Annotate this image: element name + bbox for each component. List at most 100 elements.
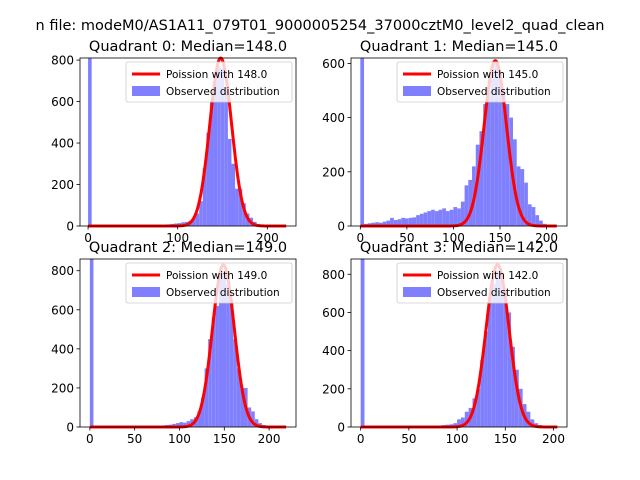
histogram-bar — [206, 132, 210, 226]
y-tick-label: 600 — [51, 303, 74, 317]
chart-panel-quadrant-2: Quadrant 2: Median=149.0 0 50 100 150 200 0 200… — [51, 240, 297, 446]
histogram-bar — [175, 423, 180, 427]
histogram-bar — [251, 411, 255, 427]
histogram-bar — [215, 305, 219, 427]
histogram-bar — [501, 90, 506, 226]
y-tick-label: 0 — [337, 421, 345, 435]
histogram-bar — [222, 270, 227, 427]
histogram-bar — [375, 222, 379, 226]
legend-label-observed: Observed distribution — [437, 86, 551, 98]
histogram-bar — [483, 104, 487, 226]
histogram-bar — [217, 66, 221, 226]
legend-patch-swatch — [403, 287, 431, 297]
y-tick-label: 400 — [51, 137, 74, 151]
histogram-bar — [88, 58, 92, 226]
histogram-bar — [231, 163, 236, 226]
chart-panel-quadrant-3: Quadrant 3: Median=142.0 0 50 100 150 200 0 200… — [322, 240, 568, 446]
histogram-bar — [431, 209, 435, 226]
axes-frame — [350, 57, 568, 227]
x-tick-label: 0 — [86, 432, 94, 446]
histogram-bar — [507, 312, 512, 427]
histogram-bar — [393, 220, 398, 226]
histogram-bar — [505, 104, 510, 226]
subplot-title: Quadrant 2: Median=149.0 — [89, 240, 287, 256]
histogram-bar — [494, 63, 499, 226]
y-tick-label: 0 — [66, 220, 74, 234]
legend-label-poisson: Poission with 149.0 — [166, 270, 267, 282]
histogram-bar — [530, 419, 535, 427]
histogram-bar — [360, 259, 365, 427]
legend-label-observed: Observed distribution — [437, 287, 551, 299]
histogram-bar — [486, 90, 491, 226]
histogram-bars — [89, 259, 273, 427]
histogram-bar — [397, 219, 402, 226]
histogram-bar — [390, 217, 394, 226]
histogram-bar — [480, 360, 485, 427]
y-tick-label: 800 — [322, 268, 345, 282]
histogram-bar — [484, 331, 488, 427]
histogram-bar — [199, 201, 203, 226]
y-tick-label: 0 — [337, 220, 345, 234]
histogram-bar — [211, 317, 216, 427]
histogram-bar — [405, 218, 409, 226]
x-tick-label: 150 — [213, 432, 236, 446]
histogram-bar — [438, 209, 443, 226]
x-tick-label: 50 — [399, 231, 414, 245]
x-tick-label: 150 — [489, 231, 512, 245]
histogram-bar — [197, 411, 201, 427]
histogram-bar — [416, 215, 420, 226]
histogram-bar — [516, 166, 521, 226]
histogram-bar — [192, 217, 196, 226]
histogram-bar — [464, 185, 469, 226]
histogram-bar — [457, 419, 461, 427]
x-tick-label: 0 — [356, 231, 364, 245]
histogram-bar — [172, 423, 176, 427]
histogram-bar — [503, 289, 508, 427]
histogram-bar — [495, 270, 500, 427]
histogram-bar — [524, 182, 528, 226]
histogram-bar — [427, 211, 432, 226]
histogram-bar — [235, 188, 239, 226]
histogram-bar — [499, 276, 504, 427]
y-tick-label: 800 — [51, 264, 74, 278]
y-tick-label: 400 — [51, 342, 74, 356]
histogram-bar — [233, 339, 237, 427]
y-tick-label: 600 — [322, 57, 345, 71]
histogram-bar — [535, 215, 540, 226]
histogram-bar — [238, 188, 243, 226]
x-tick-label: 100 — [168, 432, 191, 446]
legend: Poission with 145.0 Observed distribution — [396, 61, 564, 103]
histogram-bar — [476, 388, 481, 427]
subplot-title: Quadrant 0: Median=148.0 — [89, 39, 287, 55]
legend: Poission with 142.0 Observed distribution — [396, 262, 564, 304]
histogram-bar — [179, 422, 184, 427]
x-tick-label: 50 — [401, 432, 416, 446]
y-tick-label: 600 — [322, 306, 345, 320]
histogram-bar — [401, 217, 405, 226]
histogram-bar — [498, 74, 502, 227]
y-tick-label: 400 — [322, 344, 345, 358]
y-tick-label: 600 — [51, 95, 74, 109]
chart-panel-quadrant-1: Quadrant 1: Median=145.0 0 50 100 150 200 0 200… — [322, 39, 568, 245]
histogram-bar — [218, 270, 223, 427]
legend-label-poisson: Poission with 145.0 — [437, 69, 538, 81]
histogram-bar — [464, 411, 469, 427]
legend-patch-swatch — [403, 86, 431, 96]
x-tick-label: 200 — [535, 231, 558, 245]
axes-frame — [79, 57, 297, 227]
histogram-bar — [209, 101, 214, 226]
y-tick-label: 200 — [322, 382, 345, 396]
histogram-bar — [408, 217, 413, 226]
x-tick-label: 200 — [256, 231, 279, 245]
histogram-bar — [479, 131, 484, 226]
x-tick-label: 0 — [357, 432, 365, 446]
histogram-bar — [412, 217, 417, 226]
histogram-bar — [224, 91, 228, 227]
histogram-bar — [423, 212, 428, 226]
histogram-bar — [460, 201, 465, 226]
histogram-bar — [204, 368, 209, 427]
x-tick-label: 0 — [84, 231, 92, 245]
legend-label-poisson: Poission with 148.0 — [166, 69, 267, 81]
legend: Poission with 149.0 Observed distribution — [125, 262, 293, 304]
